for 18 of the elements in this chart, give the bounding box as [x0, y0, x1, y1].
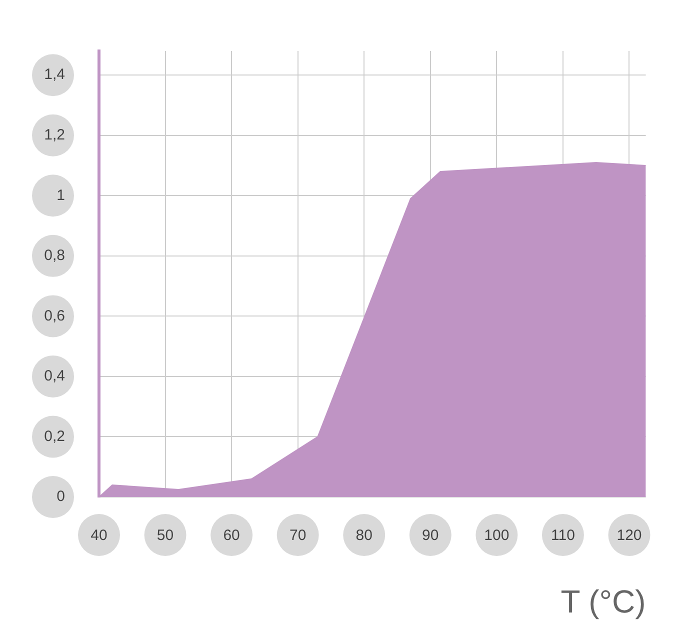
x-tick-label: 80 [356, 527, 372, 544]
x-tick-label: 40 [90, 527, 108, 544]
x-tick-label: 90 [422, 527, 439, 544]
y-tick-label: 1,4 [44, 66, 65, 84]
x-tick-label: 120 [616, 527, 642, 544]
x-tick-label: 110 [551, 527, 575, 544]
y-tick-label: 0,2 [44, 428, 65, 445]
x-tick-label: 60 [223, 527, 240, 544]
x-tick-label: 50 [156, 527, 174, 544]
y-tick-label: 0,8 [44, 247, 65, 264]
y-tick-label: 0,4 [44, 368, 65, 385]
x-tick-label: 70 [290, 527, 306, 544]
y-tick-label: 0,6 [44, 307, 65, 324]
x-axis-title: T (°C) [560, 584, 646, 620]
x-tick-label: 100 [484, 527, 510, 544]
y-tick-label: 1,2 [44, 126, 65, 144]
y-tick-label: 0 [56, 488, 65, 506]
y-tick-label: 1 [56, 186, 65, 204]
